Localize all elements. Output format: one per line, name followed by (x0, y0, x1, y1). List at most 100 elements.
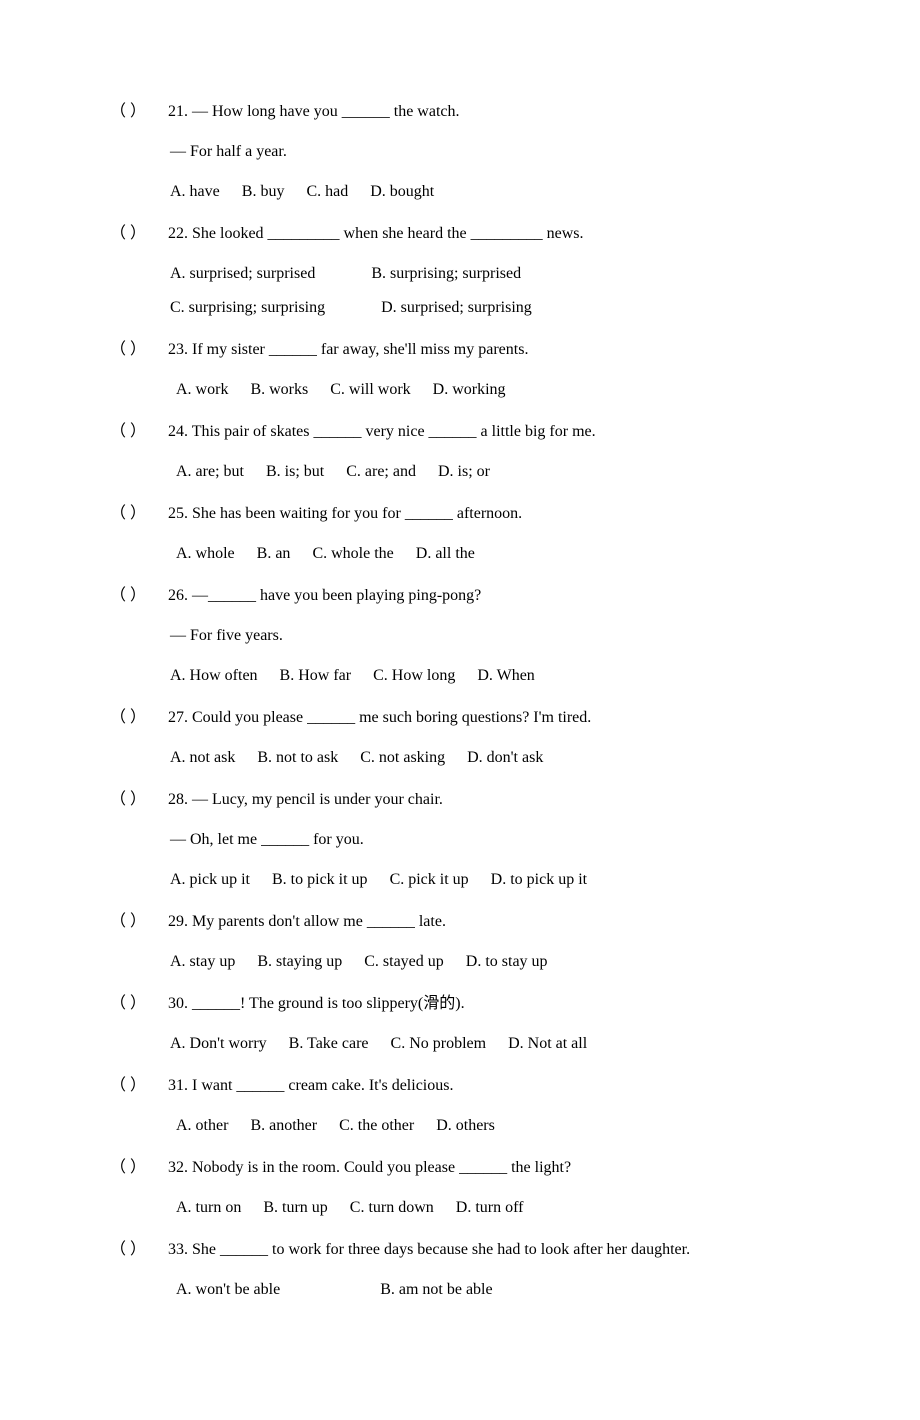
question-line: （ ）26. —______ have you been playing pin… (110, 584, 820, 608)
question-line: （ ）33. She ______ to work for three days… (110, 1238, 820, 1262)
option[interactable]: D. bought (370, 180, 434, 204)
option[interactable]: A. won't be able (176, 1278, 280, 1302)
answer-blank[interactable]: （ ） (110, 910, 168, 934)
question-text: 23. If my sister ______ far away, she'll… (168, 341, 528, 358)
question-line: （ ）25. She has been waiting for you for … (110, 502, 820, 526)
option[interactable]: B. staying up (257, 950, 342, 974)
answer-blank[interactable]: （ ） (110, 100, 168, 124)
option[interactable]: B. surprising; surprised (371, 262, 521, 286)
options-row: A. not ask B. not to ask C. not asking D. d… (110, 746, 820, 770)
answer-blank[interactable]: （ ） (110, 992, 168, 1016)
option[interactable]: B. How far (280, 664, 352, 688)
option[interactable]: D. to pick up it (491, 868, 587, 892)
option[interactable]: C. will work (330, 378, 410, 402)
options-row: A. pick up it B. to pick it up C. pick it … (110, 868, 820, 892)
option[interactable]: D. turn off (456, 1196, 524, 1220)
option[interactable]: D. working (433, 378, 506, 402)
answer-blank[interactable]: （ ） (110, 1074, 168, 1098)
option[interactable]: A. turn on (176, 1196, 241, 1220)
question-line: （ ）29. My parents don't allow me ______ … (110, 910, 820, 934)
question-text: 33. She ______ to work for three days be… (168, 1241, 690, 1258)
question-29: （ ）29. My parents don't allow me ______ … (110, 910, 820, 974)
option[interactable]: C. the other (339, 1114, 414, 1138)
answer-blank[interactable]: （ ） (110, 1156, 168, 1180)
question-line: （ ）24. This pair of skates ______ very n… (110, 420, 820, 444)
options-row: C. surprising; surprising D. surprised; s… (110, 296, 820, 320)
option[interactable]: B. Take care (289, 1032, 369, 1056)
option[interactable]: D. to stay up (466, 950, 548, 974)
option[interactable]: A. other (176, 1114, 228, 1138)
options-row: A. turn on B. turn up C. turn down D. turn … (110, 1196, 820, 1220)
answer-blank[interactable]: （ ） (110, 584, 168, 608)
option[interactable]: C. surprising; surprising (170, 296, 325, 320)
option[interactable]: A. stay up (170, 950, 235, 974)
option[interactable]: A. whole (176, 542, 235, 566)
option[interactable]: D. When (477, 664, 534, 688)
question-text: 22. She looked _________ when she heard … (168, 225, 584, 242)
option[interactable]: D. is; or (438, 460, 490, 484)
option[interactable]: A. not ask (170, 746, 235, 770)
question-text: 26. —______ have you been playing ping-p… (168, 587, 481, 604)
question-26: （ ）26. —______ have you been playing pin… (110, 584, 820, 688)
question-line: — Oh, let me ______ for you. (110, 828, 820, 852)
option[interactable]: B. buy (242, 180, 285, 204)
option[interactable]: C. stayed up (364, 950, 444, 974)
option[interactable]: B. an (257, 542, 291, 566)
question-text: 25. She has been waiting for you for ___… (168, 505, 522, 522)
option[interactable]: D. Not at all (508, 1032, 587, 1056)
option[interactable]: B. another (250, 1114, 317, 1138)
option[interactable]: B. is; but (266, 460, 324, 484)
option[interactable]: A. pick up it (170, 868, 250, 892)
question-30: （ ）30. ______! The ground is too slipper… (110, 992, 820, 1056)
option[interactable]: D. surprised; surprising (381, 296, 532, 320)
option[interactable]: A. have (170, 180, 220, 204)
options-row: A. won't be able B. am not be able (110, 1278, 820, 1302)
option[interactable]: C. whole the (312, 542, 393, 566)
question-27: （ ）27. Could you please ______ me such b… (110, 706, 820, 770)
answer-blank[interactable]: （ ） (110, 502, 168, 526)
question-line: （ ）31. I want ______ cream cake. It's de… (110, 1074, 820, 1098)
answer-blank[interactable]: （ ） (110, 788, 168, 812)
option[interactable]: C. How long (373, 664, 455, 688)
options-row: A. have B. buy C. had D. bought (110, 180, 820, 204)
answer-blank[interactable]: （ ） (110, 706, 168, 730)
question-text: 24. This pair of skates ______ very nice… (168, 423, 596, 440)
question-25: （ ）25. She has been waiting for you for … (110, 502, 820, 566)
option[interactable]: C. had (306, 180, 348, 204)
answer-blank[interactable]: （ ） (110, 338, 168, 362)
options-row: A. are; but B. is; but C. are; and D. is; o… (110, 460, 820, 484)
option[interactable]: D. others (436, 1114, 495, 1138)
option[interactable]: D. don't ask (467, 746, 543, 770)
options-row: A. stay up B. staying up C. stayed up D. to… (110, 950, 820, 974)
question-line: （ ）28. — Lucy, my pencil is under your c… (110, 788, 820, 812)
option[interactable]: A. Don't worry (170, 1032, 267, 1056)
option[interactable]: B. works (250, 378, 308, 402)
options-row: A. whole B. an C. whole the D. all the (110, 542, 820, 566)
question-text: 31. I want ______ cream cake. It's delic… (168, 1077, 453, 1094)
question-line: — For half a year. (110, 140, 820, 164)
option[interactable]: B. to pick it up (272, 868, 368, 892)
option[interactable]: B. turn up (263, 1196, 327, 1220)
question-text: 29. My parents don't allow me ______ lat… (168, 913, 446, 930)
question-line: （ ）22. She looked _________ when she hea… (110, 222, 820, 246)
option[interactable]: A. surprised; surprised (170, 262, 315, 286)
option[interactable]: A. are; but (176, 460, 244, 484)
answer-blank[interactable]: （ ） (110, 1238, 168, 1262)
question-31: （ ）31. I want ______ cream cake. It's de… (110, 1074, 820, 1138)
option[interactable]: A. How often (170, 664, 258, 688)
option[interactable]: D. all the (416, 542, 475, 566)
answer-blank[interactable]: （ ） (110, 420, 168, 444)
option[interactable]: C. are; and (346, 460, 416, 484)
question-28: （ ）28. — Lucy, my pencil is under your c… (110, 788, 820, 892)
option[interactable]: C. No problem (391, 1032, 487, 1056)
options-row: A. surprised; surprised B. surprising; su… (110, 262, 820, 286)
option[interactable]: B. am not be able (380, 1278, 492, 1302)
option[interactable]: C. not asking (360, 746, 445, 770)
option[interactable]: A. work (176, 378, 228, 402)
option[interactable]: C. pick it up (390, 868, 469, 892)
answer-blank[interactable]: （ ） (110, 222, 168, 246)
option[interactable]: C. turn down (350, 1196, 434, 1220)
question-text: 32. Nobody is in the room. Could you ple… (168, 1159, 571, 1176)
question-line: — For five years. (110, 624, 820, 648)
option[interactable]: B. not to ask (257, 746, 338, 770)
